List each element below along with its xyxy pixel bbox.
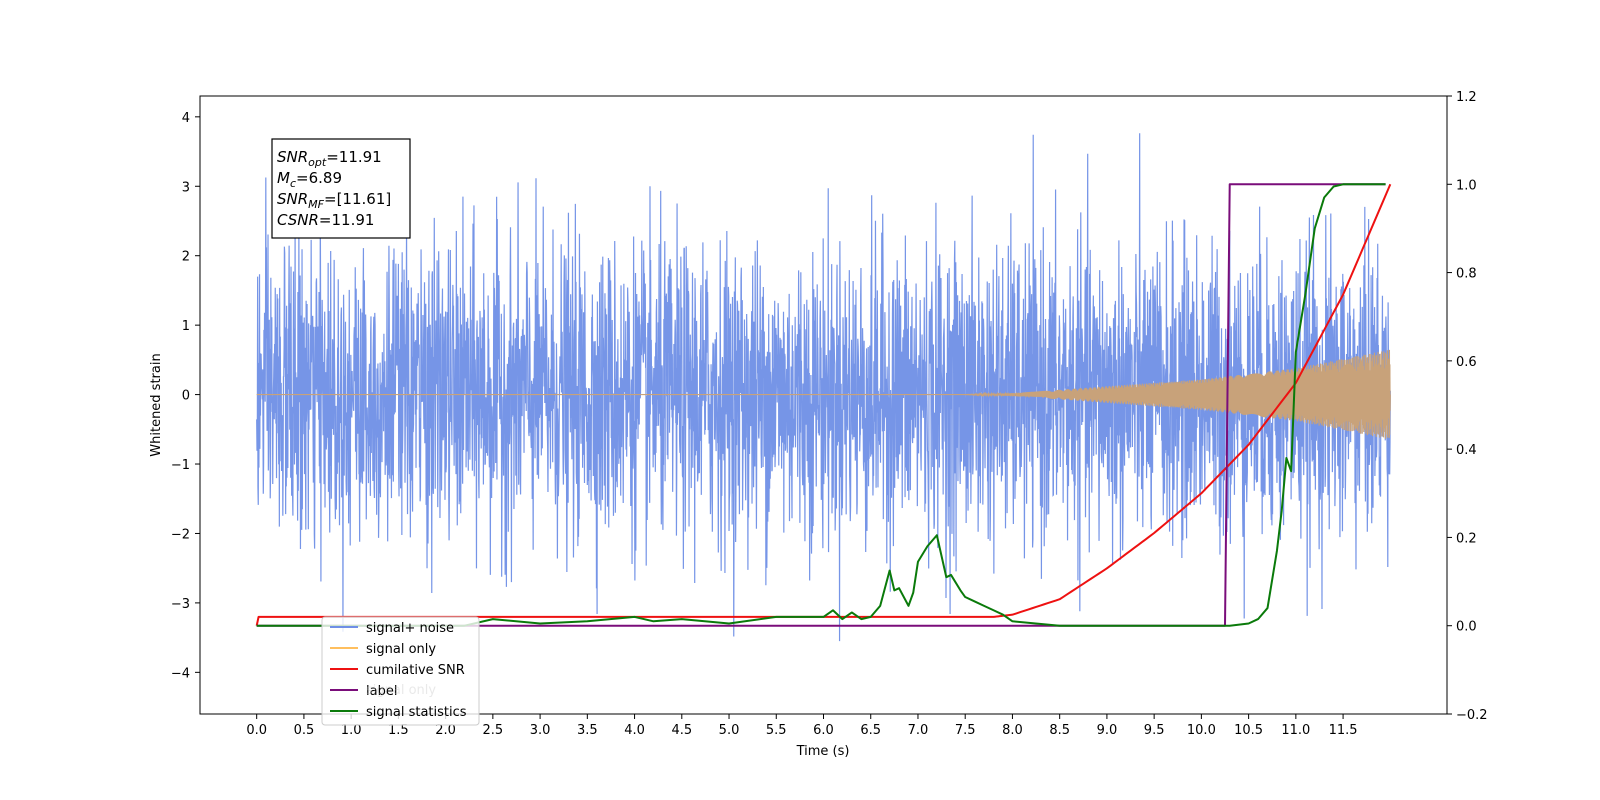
x-tick-label: 0.5 [294, 723, 315, 738]
legend-ghost-label: signal only [366, 683, 436, 698]
legend-label: cumilative SNR [366, 663, 465, 678]
y-tick-label: −3 [171, 597, 190, 612]
x-tick-label: 6.0 [813, 723, 834, 738]
legend-label: signal statistics [366, 705, 467, 720]
x-tick-label: 11.5 [1329, 723, 1358, 738]
x-tick-label: 5.5 [766, 723, 787, 738]
x-tick-label: 1.0 [341, 723, 362, 738]
x-tick-label: 7.5 [955, 723, 976, 738]
x-tick-label: 2.0 [435, 723, 456, 738]
y-axis-right: 1.2 1.0 0.8 0.6 0.4 0.2 0.0 −0.2 [1447, 90, 1488, 723]
y2-tick-label: 1.2 [1456, 90, 1477, 105]
y-tick-label: −2 [171, 527, 190, 542]
x-tick-label: 7.0 [908, 723, 929, 738]
y-tick-label: 1 [182, 319, 190, 334]
x-tick-label: 9.0 [1097, 723, 1118, 738]
y-tick-label: 3 [182, 180, 190, 195]
y-tick-label: 2 [182, 250, 190, 265]
annotation-line: Mc=6.89 [277, 169, 342, 190]
annotation-line: SNRMF=[11.61] [277, 190, 391, 211]
legend-frame [321, 616, 480, 726]
x-tick-label: 9.5 [1144, 723, 1165, 738]
x-tick-label: 5.0 [719, 723, 740, 738]
x-tick-label: 8.5 [1049, 723, 1070, 738]
x-tick-label: 2.5 [483, 723, 504, 738]
y-axis-label: Whitened strain [149, 353, 164, 456]
y2-tick-label: 0.2 [1456, 531, 1477, 546]
y-tick-label: 4 [182, 111, 190, 126]
series-signal-statistics [256, 183, 1386, 627]
legend: signal+ noise signal only cumilative SNR la… [321, 616, 480, 726]
annotation-frame [271, 138, 411, 239]
y2-tick-label: 1.0 [1456, 178, 1477, 193]
y-tick-label: −4 [171, 666, 190, 681]
x-tick-label: 8.0 [1002, 723, 1023, 738]
annotation-line: CSNR=11.91 [277, 211, 374, 229]
plot-content [255, 133, 1392, 642]
legend-label: signal only [366, 642, 436, 657]
annotation-box: SNRopt=11.91Mc=6.89SNRMF=[11.61]CSNR=11.… [271, 138, 411, 239]
y2-tick-label: −0.2 [1456, 708, 1488, 723]
y2-tick-label: 0.0 [1456, 620, 1477, 635]
x-tick-label: 4.0 [624, 723, 645, 738]
x-tick-label: 6.5 [860, 723, 881, 738]
y2-tick-label: 0.8 [1456, 267, 1477, 282]
x-axis: 0.0 0.5 1.0 1.5 2.0 2.5 3.0 3.5 4.0 4.5 5.0 5.5 6.0 6… [246, 714, 1358, 738]
x-tick-label: 4.5 [671, 723, 692, 738]
x-tick-label: 10.0 [1187, 723, 1216, 738]
x-tick-label: 3.0 [530, 723, 551, 738]
annotation-line: SNRopt=11.91 [277, 148, 382, 169]
y-tick-label: 0 [182, 389, 190, 404]
x-tick-label: 0.0 [246, 723, 267, 738]
y2-tick-label: 0.6 [1456, 355, 1477, 370]
x-axis-label: Time (s) [796, 744, 850, 759]
y-axis-left: 4 3 2 1 0 −1 −2 −3 −4 [171, 111, 200, 681]
series-label [256, 183, 1386, 627]
y-tick-label: −1 [171, 458, 190, 473]
series-signal-only [256, 349, 1391, 439]
x-tick-label: 1.5 [388, 723, 409, 738]
legend-label: signal+ noise [366, 621, 454, 636]
x-tick-label: 10.5 [1234, 723, 1263, 738]
x-tick-label: 11.0 [1281, 723, 1310, 738]
x-tick-label: 3.5 [577, 723, 598, 738]
legend-label: label [366, 684, 397, 699]
y2-tick-label: 0.4 [1456, 443, 1477, 458]
